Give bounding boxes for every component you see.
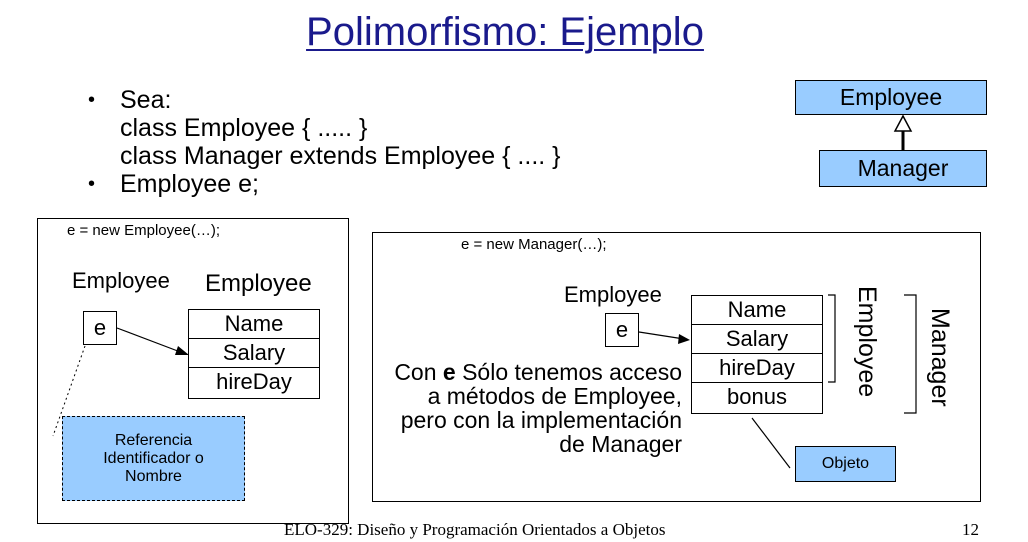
left-field-name: Name [188, 309, 320, 339]
left-object-type-label: Employee [205, 270, 312, 297]
right-reference-arrow [638, 331, 690, 344]
right-variable-box: e [605, 313, 639, 347]
bullet-item: • Employee e; [88, 170, 561, 198]
note-rest: Sólo tenemos acceso a métodos de Employe… [400, 359, 682, 457]
bullet-text: Sea: [120, 86, 172, 114]
reference-note-text: Referencia Identificador o Nombre [103, 431, 204, 485]
slide-title: Polimorfismo: Ejemplo [306, 10, 704, 54]
brace-manager [904, 294, 917, 414]
bullet-dot: • [88, 89, 96, 111]
bullet-text: Employee e; [120, 170, 259, 198]
right-var-type-label: Employee [564, 282, 662, 307]
left-var-type-label: Employee [72, 268, 170, 293]
code-line: class Employee { ..... } [120, 114, 368, 142]
left-field-salary: Salary [188, 338, 320, 368]
note-bold: e [442, 359, 456, 385]
left-variable-box: e [83, 311, 117, 345]
right-field-bonus: bonus [691, 382, 823, 414]
access-note: Con e Sólo tenemos acceso a métodos de E… [380, 360, 682, 456]
uml-inheritance-arrow [893, 114, 913, 150]
left-dotted-connector [52, 345, 86, 437]
right-field-salary: Salary [691, 324, 823, 354]
brace-employee [828, 294, 836, 383]
code-line: class Manager extends Employee { .... } [120, 142, 561, 170]
uml-child-class: Manager [819, 150, 987, 187]
footer-course: ELO-329: Diseño y Programación Orientado… [284, 520, 666, 539]
reference-note-box: Referencia Identificador o Nombre [62, 416, 245, 501]
right-field-name: Name [691, 295, 823, 325]
right-panel-code: e = new Manager(…); [461, 236, 607, 253]
brace-label-employee: Employee [853, 286, 881, 398]
right-panel-frame [372, 232, 981, 502]
left-reference-arrow [116, 327, 189, 355]
right-field-hireday: hireDay [691, 353, 823, 383]
footer-page-number: 12 [962, 520, 979, 539]
uml-parent-class: Employee [795, 80, 987, 115]
bullet-item: • Sea: [88, 86, 561, 114]
left-panel-frame [37, 218, 349, 524]
object-label-box: Objeto [795, 446, 896, 482]
bullet-list: • Sea: class Employee { ..... } class Ma… [88, 86, 561, 198]
brace-label-manager: Manager [926, 308, 954, 407]
object-connector-line [751, 417, 791, 469]
note-prefix: Con [394, 359, 443, 385]
bullet-dot: • [88, 173, 96, 195]
left-panel-code: e = new Employee(…); [67, 222, 220, 239]
left-field-hireday: hireDay [188, 367, 320, 399]
